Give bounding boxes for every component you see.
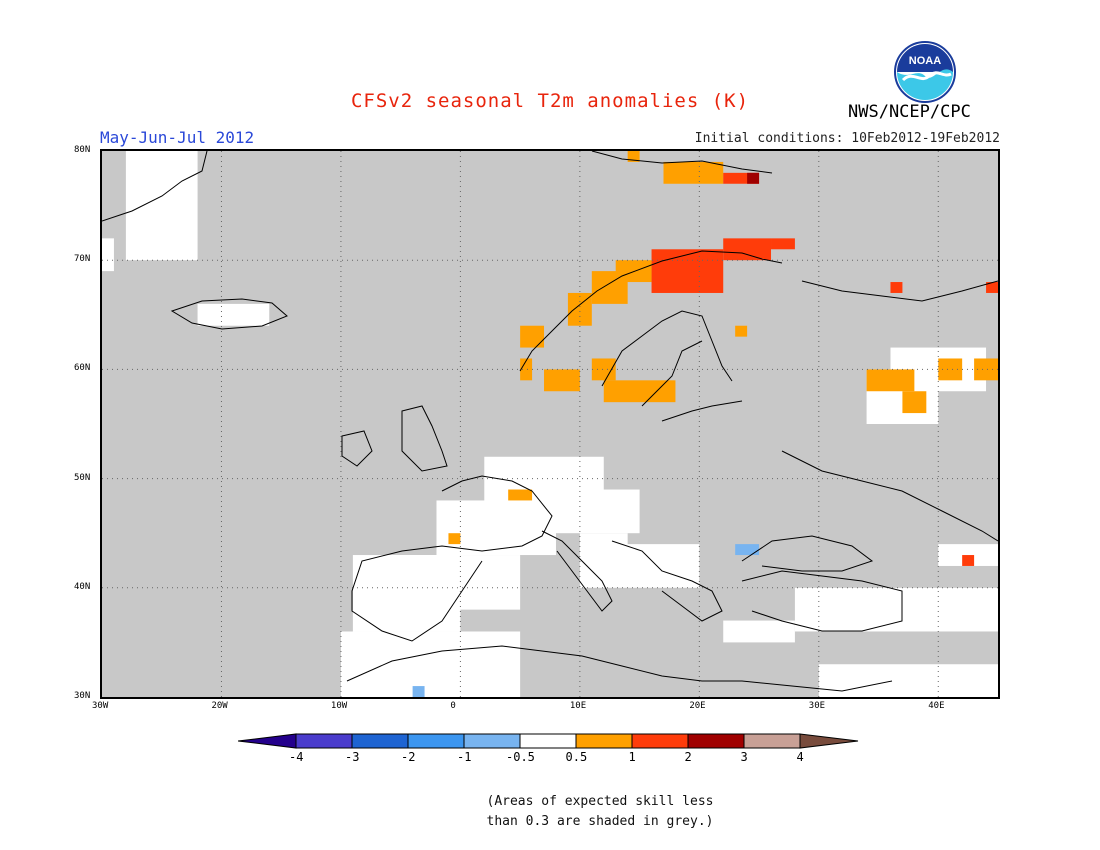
note-line-2: than 0.3 are shaded in grey.) bbox=[486, 814, 714, 829]
colorbar-label: -3 bbox=[345, 750, 360, 764]
neutral-region bbox=[579, 544, 700, 588]
colorbar-swatch bbox=[631, 733, 689, 749]
neutral-region bbox=[340, 631, 521, 697]
colorbar-swatch bbox=[351, 733, 409, 749]
neutral-region bbox=[818, 664, 998, 697]
coastlines bbox=[102, 151, 998, 692]
colorbar-label: -2 bbox=[401, 750, 416, 764]
colorbar-swatch bbox=[575, 733, 633, 749]
neutral-region bbox=[938, 544, 998, 566]
forecast-period: May-Jun-Jul 2012 bbox=[100, 128, 255, 147]
neutral-region bbox=[723, 620, 795, 643]
neutral-region bbox=[102, 238, 114, 272]
anomaly-cell bbox=[520, 358, 533, 381]
anomaly-cell bbox=[663, 161, 724, 184]
colorbar-swatch bbox=[407, 733, 465, 749]
colorbar-label: -4 bbox=[289, 750, 304, 764]
colorbar-swatch bbox=[295, 733, 353, 749]
graticule bbox=[102, 151, 998, 697]
anomaly-cell bbox=[902, 391, 927, 414]
colorbar-high-extend bbox=[799, 733, 859, 749]
colorbar-swatch bbox=[519, 733, 577, 749]
colorbar-label: 2 bbox=[684, 750, 692, 764]
noaa-logo: NOAA bbox=[894, 41, 956, 103]
anomaly-cells bbox=[412, 151, 998, 697]
colorbar-low-extend bbox=[238, 733, 297, 749]
lat-tick-label: 40N bbox=[74, 581, 91, 592]
lon-tick-label: 10E bbox=[569, 701, 587, 711]
anomaly-cell bbox=[866, 369, 915, 392]
skill-note: (Areas of expected skill less than 0.3 a… bbox=[0, 792, 1100, 832]
initial-conditions: Initial conditions: 10Feb2012-19Feb2012 bbox=[694, 131, 1000, 146]
map-canvas bbox=[102, 151, 998, 697]
anomaly-map bbox=[100, 149, 1000, 699]
neutral-anomaly-cells bbox=[102, 151, 998, 697]
neutral-region bbox=[388, 555, 521, 610]
colorbar-label: 4 bbox=[796, 750, 804, 764]
anomaly-cell bbox=[627, 151, 640, 162]
anomaly-cell bbox=[520, 325, 545, 348]
anomaly-cell bbox=[747, 172, 760, 184]
colorbar-label: 1 bbox=[628, 750, 636, 764]
lat-tick-label: 70N bbox=[74, 254, 91, 265]
logo-text: NOAA bbox=[909, 55, 941, 67]
anomaly-cell bbox=[508, 489, 533, 501]
anomaly-cell bbox=[962, 555, 975, 566]
anomaly-cell bbox=[938, 358, 963, 381]
anomaly-cell bbox=[735, 544, 760, 556]
note-line-1: (Areas of expected skill less bbox=[486, 794, 714, 809]
anomaly-cell bbox=[735, 325, 748, 337]
lon-tick-label: 20W bbox=[211, 701, 228, 711]
colorbar bbox=[238, 733, 859, 749]
neutral-region bbox=[125, 151, 198, 261]
neutral-region bbox=[794, 587, 998, 632]
lat-tick-label: 30N bbox=[74, 691, 91, 701]
anomaly-cell bbox=[544, 369, 580, 392]
anomaly-cell bbox=[651, 249, 724, 293]
lon-tick-label: 20E bbox=[689, 701, 706, 711]
lon-tick-label: 30W bbox=[92, 701, 109, 711]
lat-tick-label: 50N bbox=[74, 472, 91, 483]
lon-tick-label: 30E bbox=[808, 701, 826, 711]
colorbar-label: 0.5 bbox=[565, 750, 588, 764]
anomaly-cell bbox=[771, 238, 795, 250]
anomaly-cell bbox=[412, 686, 425, 697]
colorbar-label: 3 bbox=[740, 750, 748, 764]
colorbar-swatch bbox=[687, 733, 745, 749]
anomaly-cell bbox=[890, 282, 903, 293]
lon-tick-label: 10W bbox=[330, 701, 348, 711]
neutral-region bbox=[197, 303, 270, 326]
anomaly-cell bbox=[723, 172, 760, 184]
anomaly-cell bbox=[986, 282, 998, 293]
colorbar-swatch bbox=[463, 733, 521, 749]
anomaly-cell bbox=[591, 358, 616, 381]
colorbar-label: -0.5 bbox=[506, 750, 535, 764]
colorbar-label: -1 bbox=[457, 750, 472, 764]
lat-tick-label: 60N bbox=[74, 363, 91, 374]
colorbar-swatch bbox=[743, 733, 801, 749]
lon-tick-label: 0 bbox=[450, 701, 456, 711]
lon-tick-label: 40E bbox=[928, 701, 945, 711]
anomaly-cell bbox=[723, 238, 772, 261]
agency-label: NWS/NCEP/CPC bbox=[848, 102, 971, 122]
anomaly-cell bbox=[603, 380, 676, 403]
anomaly-cell bbox=[974, 358, 998, 381]
lat-tick-label: 80N bbox=[74, 145, 91, 155]
anomaly-cell bbox=[448, 533, 461, 545]
anomaly-cell bbox=[567, 292, 592, 326]
map-title: CFSv2 seasonal T2m anomalies (K) bbox=[350, 90, 750, 112]
